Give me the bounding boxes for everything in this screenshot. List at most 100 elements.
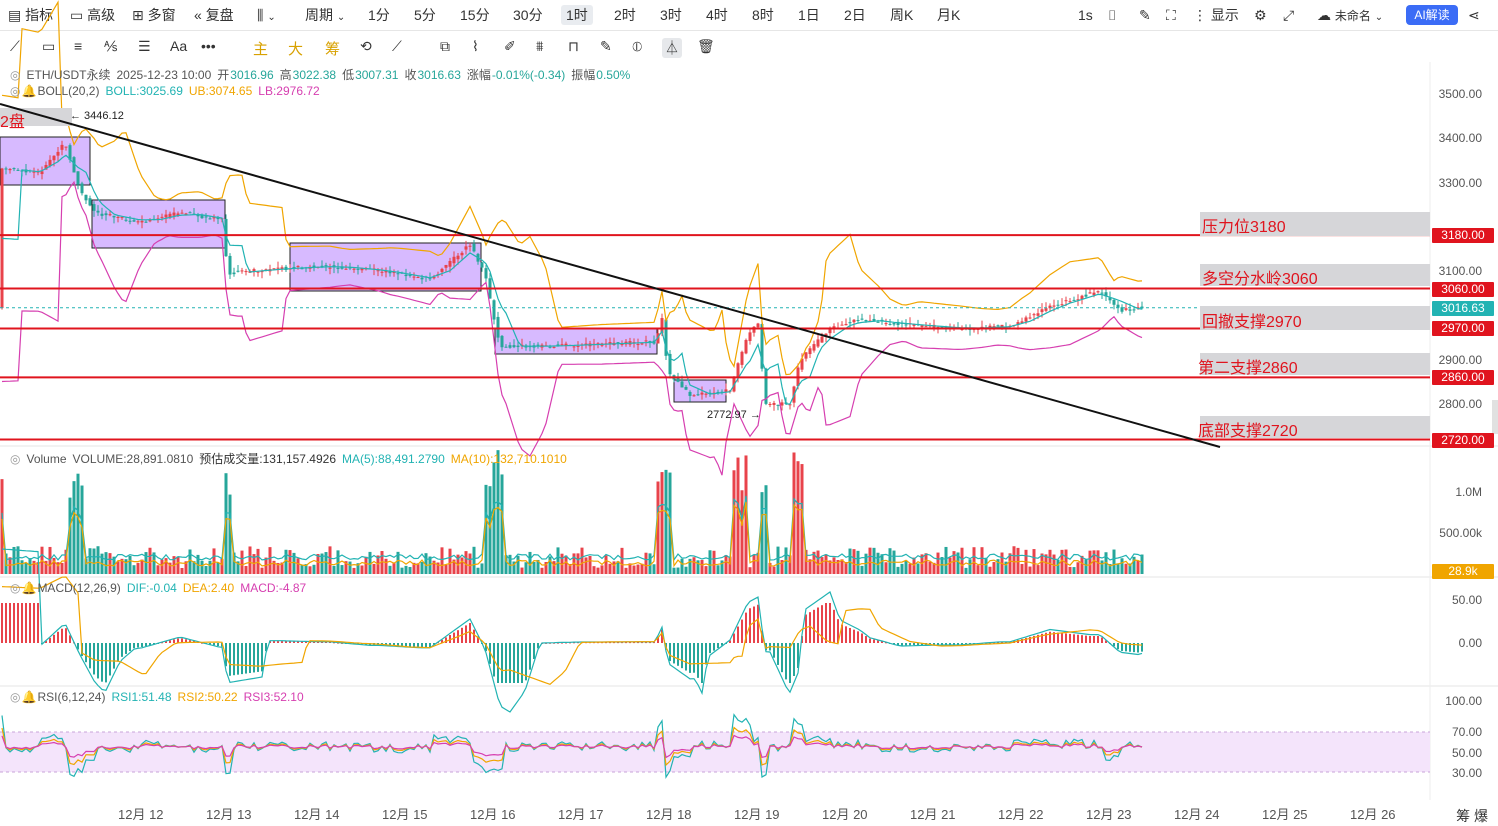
chips-toggle[interactable]: 筹	[325, 41, 341, 58]
marker-icon[interactable]: ✐	[504, 38, 516, 54]
interval-1h[interactable]: 1时	[561, 5, 593, 25]
volume-bar	[452, 559, 456, 574]
alarm-icon[interactable]: 🔔	[21, 690, 37, 704]
candle-body	[108, 214, 112, 216]
volume-bar	[836, 559, 840, 574]
boll-mid-line	[1, 154, 1143, 405]
eye-icon[interactable]: ◎	[10, 581, 21, 595]
eye-icon[interactable]: ◎	[10, 84, 21, 98]
layout-dropdown[interactable]: ☁ 未命名 ⌄	[1317, 7, 1384, 23]
candle-body	[572, 346, 576, 348]
interval-1d[interactable]: 1日	[798, 7, 820, 23]
alarm-icon[interactable]: 🔔	[21, 84, 37, 98]
interval-8h[interactable]: 8时	[752, 7, 774, 23]
volume-bar	[148, 547, 152, 574]
more-tools-icon[interactable]: •••	[201, 38, 216, 54]
volume-bar	[644, 552, 648, 574]
replay-button[interactable]: « 复盘	[194, 7, 234, 23]
interval-week[interactable]: 周K	[890, 7, 914, 23]
volume-bar	[532, 562, 536, 574]
candle-body	[76, 171, 80, 185]
candle-body	[100, 213, 104, 216]
macd-hist-bar	[901, 643, 903, 646]
volume-bar	[576, 553, 580, 574]
brush-icon[interactable]: ⌇	[472, 38, 479, 54]
bottom-right-toggles[interactable]: 筹 爆	[1456, 808, 1488, 824]
volume-bar	[908, 563, 912, 574]
macd-hist-bar	[249, 643, 251, 674]
copy-icon[interactable]: ⧉	[440, 38, 450, 54]
volume-bar	[88, 548, 92, 574]
advanced-button[interactable]: ▭ 高级	[70, 7, 116, 23]
trash-icon[interactable]: 🗑	[697, 38, 715, 54]
macd-hist-bar	[877, 640, 879, 643]
interval-4h[interactable]: 4时	[706, 7, 728, 23]
sync-icon[interactable]: ⟲	[360, 38, 372, 54]
interval-3h[interactable]: 3时	[660, 7, 682, 23]
alarm-icon[interactable]: 🔔	[21, 581, 37, 595]
camera-icon[interactable]: ⌷	[1108, 7, 1117, 23]
consolidation-box	[91, 199, 226, 249]
main-chart-toggle[interactable]: 主	[253, 41, 269, 58]
line-tool-icon[interactable]: ⟋	[10, 38, 20, 54]
volume-bar	[208, 560, 212, 574]
candle-body	[300, 268, 304, 270]
interval-5m[interactable]: 5分	[414, 7, 436, 23]
text-tool-icon[interactable]: Aa	[170, 38, 188, 54]
expand-icon[interactable]: ⤢	[1283, 7, 1295, 23]
fullscreen-icon[interactable]: ⛶	[1166, 7, 1176, 23]
period-dropdown[interactable]: 周期 ⌄	[305, 7, 346, 23]
ruler-icon[interactable]: ⩩	[536, 38, 544, 54]
pen-icon[interactable]: ✎	[1139, 7, 1151, 23]
volume-bar	[444, 564, 448, 574]
macd-dif-value: DIF:-0.04	[126, 581, 177, 595]
fib-tool-icon[interactable]: ⅍	[104, 38, 118, 54]
macd-hist-bar	[521, 643, 523, 683]
volume-bar	[1124, 563, 1128, 574]
levels-tool-icon[interactable]: ☰	[138, 38, 151, 54]
filter-icon[interactable]: ⏃	[662, 38, 682, 58]
candle-body	[724, 389, 728, 393]
multi-window-button[interactable]: ⊞ 多窗	[132, 7, 176, 23]
candle-body	[832, 326, 836, 328]
downtrend-line[interactable]	[0, 103, 1221, 448]
interval-2d[interactable]: 2日	[844, 7, 866, 23]
candle-body	[132, 220, 136, 222]
parallel-lines-icon[interactable]: ≡	[74, 38, 83, 54]
volume-bar	[808, 559, 812, 574]
date-axis-label: 12月 23	[1086, 807, 1132, 822]
eye-icon[interactable]: ◎	[10, 452, 21, 466]
refresh-rate[interactable]: 1s	[1078, 7, 1093, 23]
interval-month[interactable]: 月K	[937, 7, 961, 23]
measure-icon[interactable]: ⟋	[392, 38, 402, 54]
settings-icon[interactable]: ⚙	[1254, 7, 1267, 23]
share-icon[interactable]: ⋖	[1468, 7, 1480, 23]
volume-bar	[764, 485, 768, 574]
candle-body	[640, 343, 644, 345]
interval-2h[interactable]: 2时	[614, 7, 636, 23]
magnet-icon[interactable]: ⦶	[632, 38, 643, 54]
interval-30m[interactable]: 30分	[513, 7, 543, 23]
volume-bar	[164, 558, 168, 574]
indicators-button[interactable]: ▤ 指标	[8, 7, 54, 23]
candle-body	[320, 265, 324, 267]
lock-icon[interactable]: ⊓	[568, 38, 579, 54]
big-order-toggle[interactable]: 大	[288, 41, 304, 58]
chart-type-dropdown[interactable]: ⫼ ⌄	[257, 5, 276, 25]
right-scroll-handle[interactable]	[1492, 400, 1498, 434]
eye-icon[interactable]: ◎	[10, 68, 21, 82]
volume-bar	[1084, 559, 1088, 574]
rsi-axis-label: 50.00	[1451, 746, 1482, 760]
ai-interpret-button[interactable]: AI解读	[1406, 5, 1458, 25]
interval-15m[interactable]: 15分	[460, 7, 490, 23]
display-button[interactable]: ⋮ 显示	[1193, 7, 1239, 23]
interval-1m[interactable]: 1分	[368, 7, 390, 23]
rectangle-tool-icon[interactable]: ▭	[42, 38, 56, 54]
macd-hist-bar	[657, 636, 659, 643]
edit-icon[interactable]: ✎	[600, 38, 612, 54]
macd-hist-bar	[413, 643, 415, 647]
volume-bar	[216, 562, 220, 574]
eye-icon[interactable]: ◎	[10, 690, 21, 704]
candle-body	[756, 323, 760, 328]
